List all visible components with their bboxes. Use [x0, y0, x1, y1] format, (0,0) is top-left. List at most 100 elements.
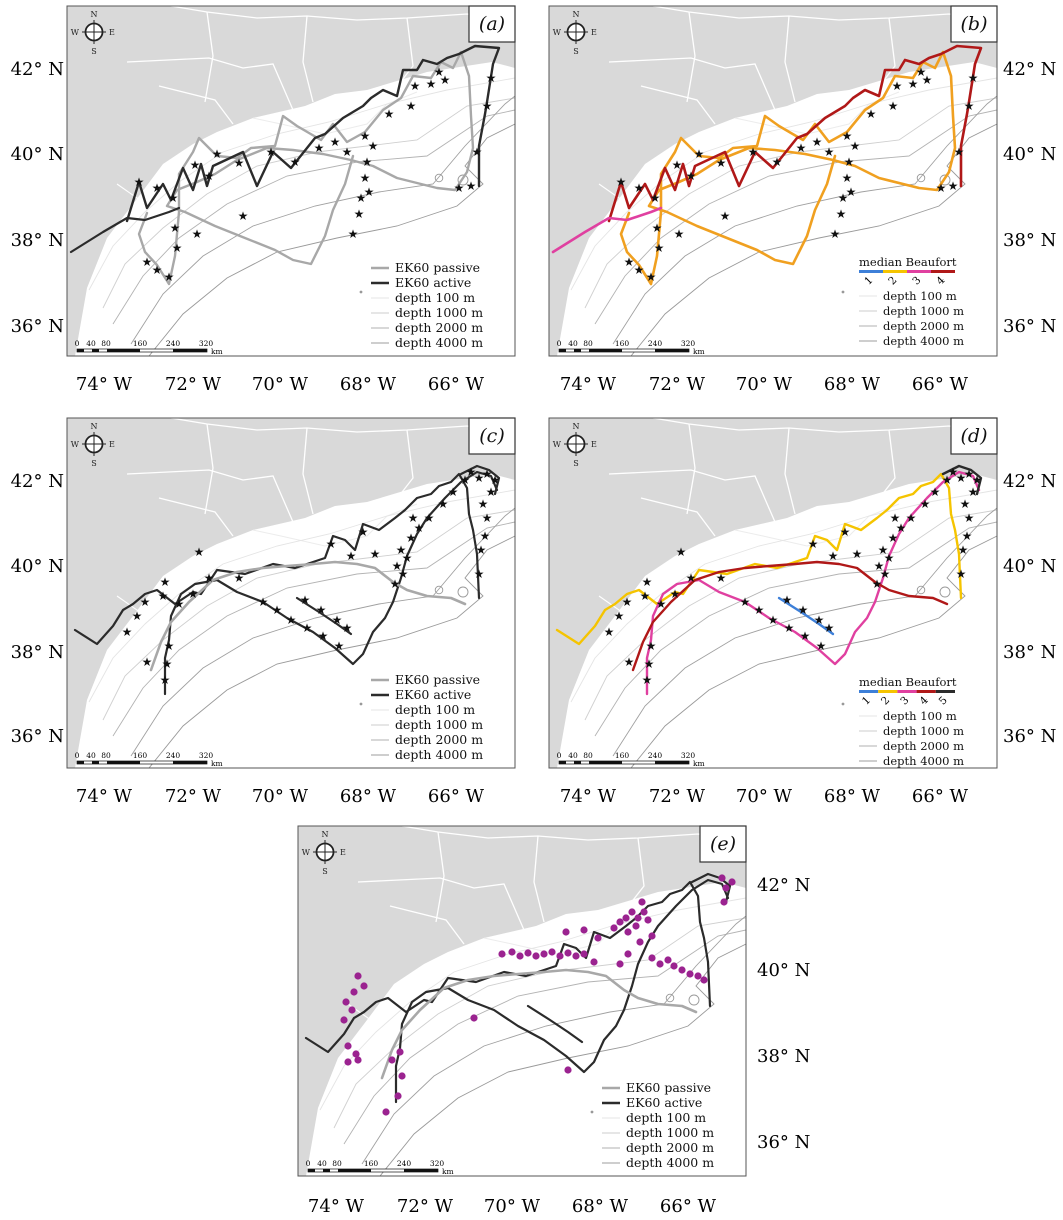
whale-sighting-star: ★	[258, 595, 269, 609]
map-panel-e: N S W E 0 40 80 160 240 320 km	[297, 825, 747, 1177]
sighting-dot	[398, 1072, 406, 1080]
sighting-dot	[532, 952, 540, 960]
sighting-dot	[580, 950, 588, 958]
whale-sighting-star: ★	[846, 185, 857, 199]
latitude-label: 40° N	[11, 556, 64, 577]
whale-sighting-star: ★	[168, 191, 179, 205]
scale-tick-label: 160	[615, 339, 630, 348]
sighting-dot	[634, 914, 642, 922]
sighting-dot	[636, 938, 644, 946]
legend-label: depth 1000 m	[883, 304, 964, 318]
sighting-dot	[616, 918, 624, 926]
sighting-dot	[564, 1066, 572, 1074]
whale-sighting-star: ★	[364, 185, 375, 199]
sighting-dot	[344, 1058, 352, 1066]
whale-sighting-star: ★	[964, 99, 975, 113]
whale-sighting-star: ★	[962, 529, 973, 543]
whale-sighting-star: ★	[772, 155, 783, 169]
legend-label: EK60 passive	[395, 260, 480, 275]
scale-tick-label: 80	[583, 339, 593, 348]
legend-label: EK60 active	[395, 687, 471, 702]
scale-tick-label: 40	[86, 339, 96, 348]
whale-sighting-star: ★	[964, 467, 975, 481]
whale-sighting-star: ★	[968, 485, 979, 499]
whale-sighting-star: ★	[624, 655, 635, 669]
longitude-label: 68° W	[340, 786, 397, 807]
legend-label: depth 4000 m	[883, 754, 964, 768]
latitude-label: 38° N	[11, 230, 64, 251]
scale-tick-label: 160	[364, 1159, 379, 1168]
whale-sighting-star: ★	[164, 639, 175, 653]
whale-sighting-star: ★	[796, 141, 807, 155]
scale-bar: 0 40 80 160 240 320 km	[557, 751, 705, 768]
longitude-labels: 74° W 72° W 70° W 68° W 66° W 74° W 72° …	[76, 374, 969, 1217]
longitude-label: 74° W	[76, 786, 133, 807]
whale-sighting-star: ★	[334, 639, 345, 653]
scale-tick-label: 40	[568, 751, 578, 760]
sighting-dot	[396, 1048, 404, 1056]
sighting-dot	[644, 916, 652, 924]
survey-track	[73, 464, 501, 696]
whale-sighting-star: ★	[384, 107, 395, 121]
whale-sighting-star: ★	[604, 625, 615, 639]
whale-sighting-star: ★	[330, 135, 341, 149]
whale-sighting-star: ★	[768, 613, 779, 627]
sighting-dot	[694, 972, 702, 980]
whale-sighting-star: ★	[426, 77, 437, 91]
whale-sighting-star: ★	[972, 473, 983, 487]
beaufort-color-swatch	[931, 270, 955, 273]
compass-east-label: E	[109, 440, 115, 449]
whale-sighting-star: ★	[234, 571, 245, 585]
latitude-label: 40° N	[1003, 144, 1056, 165]
longitude-label: 74° W	[308, 1196, 365, 1217]
whale-sighting-star: ★	[406, 99, 417, 113]
whale-sighting-star: ★	[812, 135, 823, 149]
scale-tick-label: 160	[615, 751, 630, 760]
whale-sighting-star: ★	[916, 65, 927, 79]
survey-track-segment	[163, 470, 499, 696]
compass-west-label: W	[553, 28, 562, 37]
whale-sighting-star: ★	[720, 209, 731, 223]
scale-unit-label: km	[693, 759, 705, 768]
whale-sighting-star: ★	[888, 531, 899, 545]
legend-label: depth 100 m	[626, 1110, 706, 1125]
beaufort-color-swatch	[916, 690, 936, 693]
whale-sighting-star: ★	[930, 485, 941, 499]
sighting-dot	[388, 1056, 396, 1064]
latitude-label: 38° N	[1003, 230, 1056, 251]
scale-bar: 0 40 80 160 240 320 km	[557, 339, 705, 356]
whale-sightings: ★ ★ ★ ★ ★ ★ ★ ★ ★ ★ ★ ★ ★ ★ ★ ★ ★ ★ ★ ★ …	[134, 65, 497, 284]
whale-sighting-star: ★	[342, 621, 353, 635]
legend-label: EK60 passive	[626, 1080, 711, 1095]
whale-sighting-star: ★	[266, 145, 277, 159]
base-map: N S W E 0 40 80 160 240 320 km	[297, 825, 747, 1177]
survey-track-segment	[304, 880, 712, 1054]
whale-sighting-star: ★	[122, 625, 133, 639]
whale-sighting-star: ★	[238, 209, 249, 223]
latitude-label: 42° N	[1003, 471, 1056, 492]
whale-sighting-star: ★	[922, 73, 933, 87]
whale-sighting-star: ★	[332, 613, 343, 627]
sighting-dot	[524, 949, 532, 957]
survey-track-segment	[459, 464, 501, 496]
sighting-dot	[656, 960, 664, 968]
whale-sighting-star: ★	[316, 603, 327, 617]
whale-sighting-star: ★	[884, 551, 895, 565]
latitude-label: 42° N	[11, 471, 64, 492]
whale-sighting-star: ★	[346, 549, 357, 563]
latitude-label: 36° N	[11, 726, 64, 747]
survey-track-segment	[380, 968, 698, 1080]
legend-label: EK60 active	[626, 1095, 702, 1110]
latitude-label: 38° N	[757, 1046, 810, 1067]
sighting-dot	[700, 976, 708, 984]
compass-south-label: S	[573, 47, 578, 56]
whale-sighting-star: ★	[158, 589, 169, 603]
whale-sighting-star: ★	[314, 141, 325, 155]
whale-sighting-star: ★	[482, 511, 493, 525]
whale-sighting-star: ★	[754, 603, 765, 617]
whale-sighting-star: ★	[424, 511, 435, 525]
whale-sightings: ★ ★ ★ ★ ★ ★ ★ ★ ★ ★ ★ ★ ★ ★ ★ ★ ★ ★ ★ ★ …	[616, 65, 979, 284]
whale-sighting-star: ★	[954, 145, 965, 159]
whale-sighting-star: ★	[482, 99, 493, 113]
